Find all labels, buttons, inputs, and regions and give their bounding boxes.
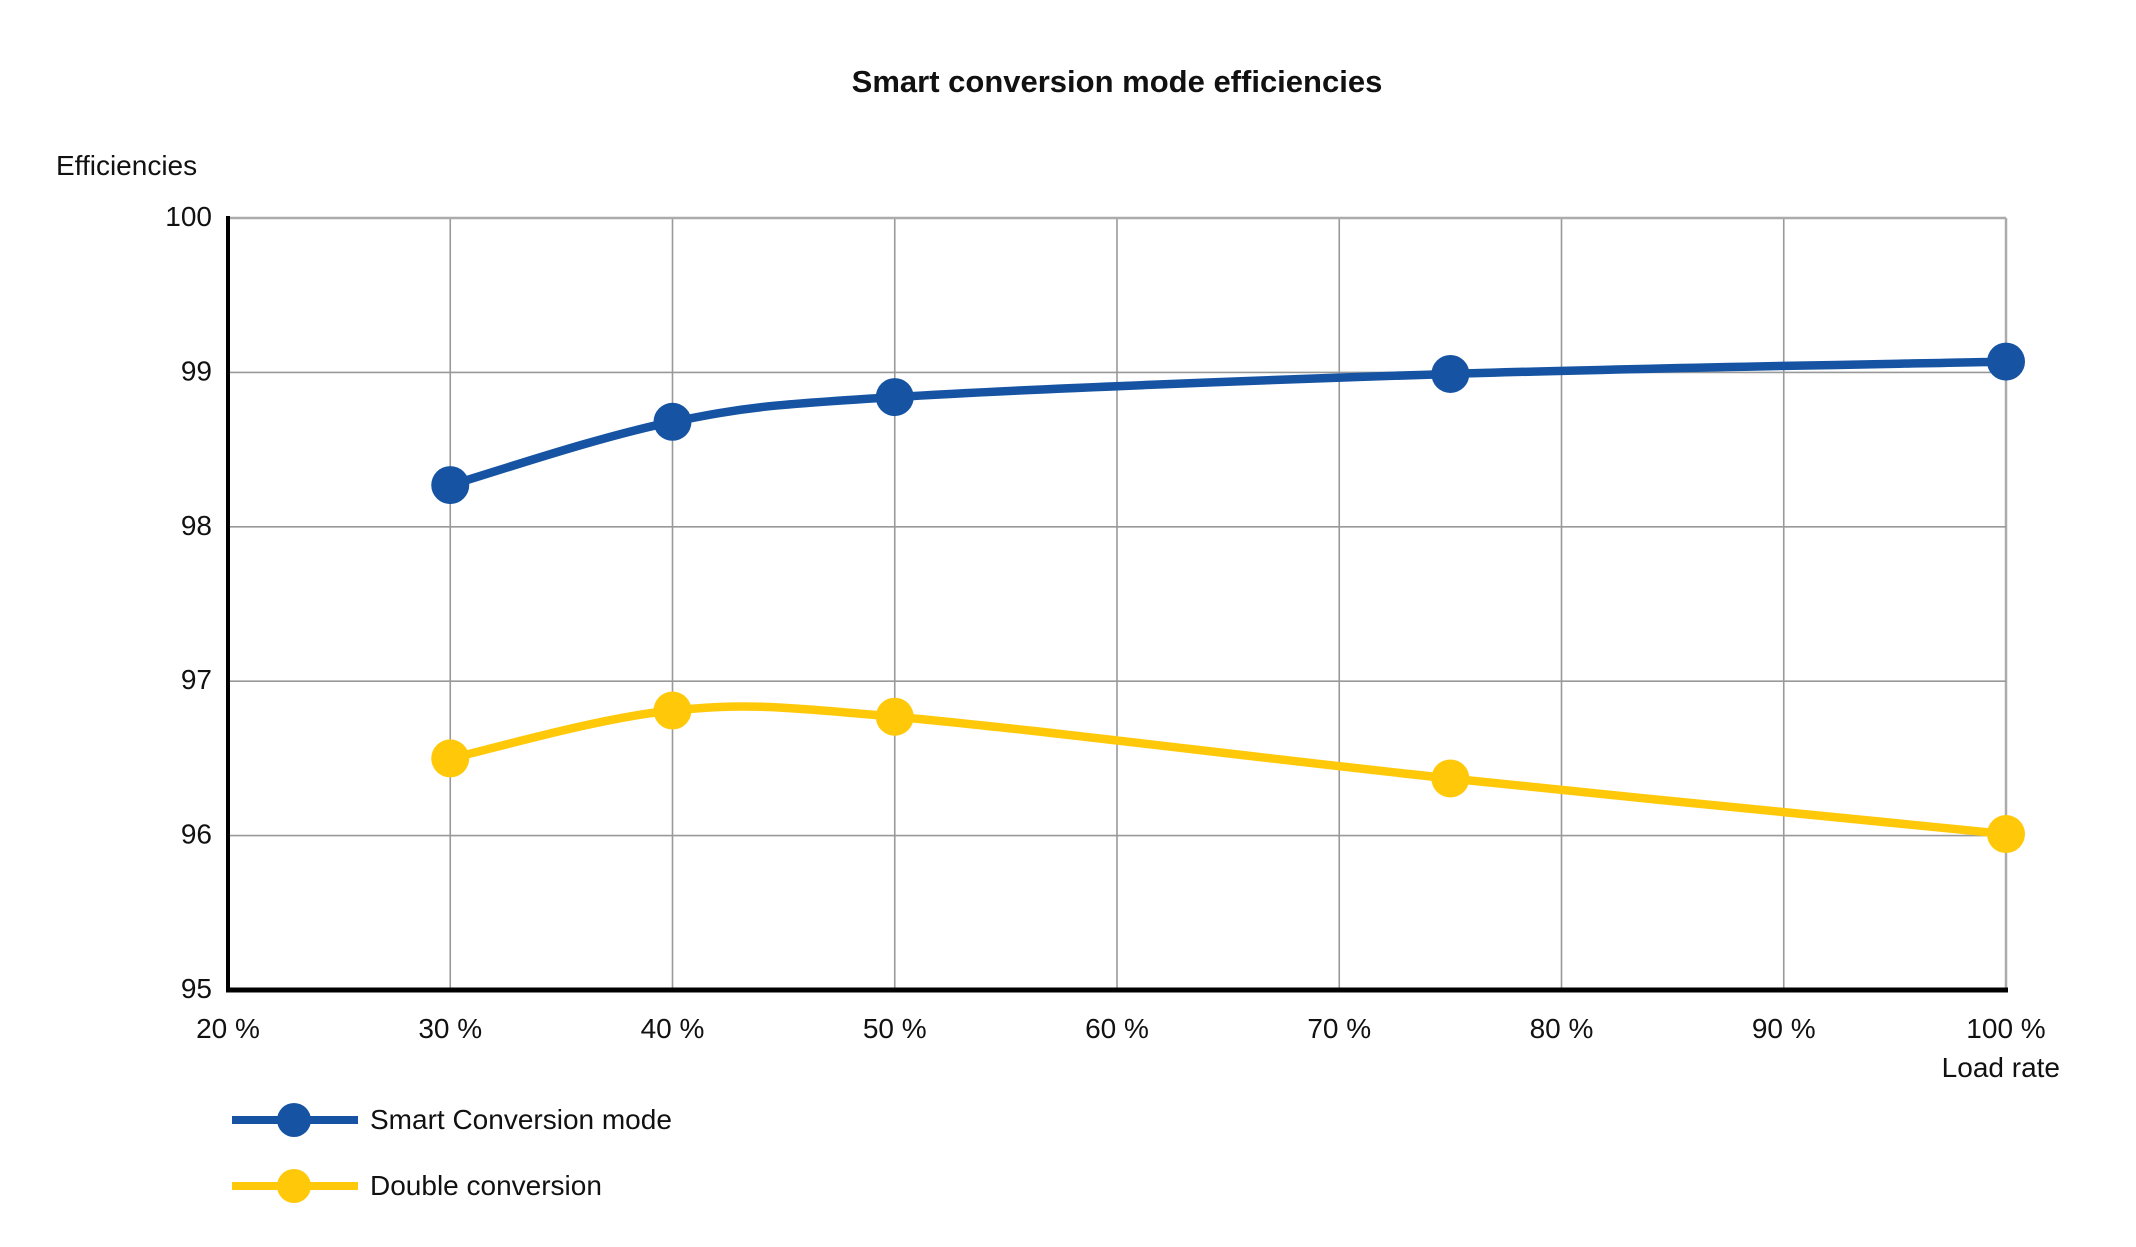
x-tick-label-80: 80 % [1530, 1013, 1594, 1044]
x-tick-label-60: 60 % [1085, 1013, 1149, 1044]
legend-marker-smart-conversion-mode [232, 1103, 358, 1137]
legend-label: Smart Conversion mode [370, 1104, 672, 1135]
data-point-smart-conversion-mode-40 [653, 402, 692, 441]
legend-item-smart-conversion-mode: Smart Conversion mode [230, 1100, 672, 1140]
y-tick-label-97: 97 [181, 664, 212, 695]
data-point-smart-conversion-mode-75 [1431, 354, 1470, 393]
data-point-double-conversion-40 [653, 691, 692, 730]
x-tick-label-30: 30 % [418, 1013, 482, 1044]
chart-title: Smart conversion mode efficiencies [851, 64, 1383, 99]
data-point-smart-conversion-mode-100 [1987, 342, 2025, 381]
data-point-double-conversion-75 [1431, 759, 1470, 798]
data-point-smart-conversion-mode-30 [431, 466, 470, 505]
legend-marker-double-conversion [232, 1169, 358, 1203]
y-axis-title: Efficiencies [56, 150, 198, 181]
y-tick-label-95: 95 [181, 973, 212, 1004]
x-tick-label-70: 70 % [1307, 1013, 1371, 1044]
data-point-double-conversion-30 [431, 739, 470, 778]
y-tick-label-99: 99 [181, 355, 212, 386]
x-tick-label-20: 20 % [196, 1013, 260, 1044]
x-tick-label-100: 100 % [1966, 1013, 2045, 1044]
data-point-smart-conversion-mode-50 [875, 378, 914, 417]
x-axis-title: Load rate [1941, 1052, 2060, 1083]
series-line-double-conversion [446, 702, 2011, 839]
axes [226, 216, 2008, 993]
tick-labels: 20 % 30 % 40 % 50 % 60 % 70 % 80 % 90 % 100 % 95 9… [165, 201, 2045, 1044]
legend-dot [277, 1103, 311, 1137]
gridlines [228, 216, 2008, 990]
legend-dot [277, 1169, 311, 1203]
x-tick-label-50: 50 % [863, 1013, 927, 1044]
x-tick-label-40: 40 % [641, 1013, 705, 1044]
legend: Smart Conversion mode Double conversion [230, 1100, 672, 1232]
data-point-double-conversion-100 [1987, 815, 2025, 854]
series-line-smart-conversion-mode [446, 357, 2011, 490]
x-tick-label-90: 90 % [1752, 1013, 1816, 1044]
y-tick-label-98: 98 [181, 510, 212, 541]
data-point-double-conversion-50 [875, 697, 914, 736]
y-tick-label-96: 96 [181, 819, 212, 850]
y-tick-label-100: 100 [165, 201, 212, 232]
legend-label: Double conversion [370, 1170, 602, 1201]
legend-item-double-conversion: Double conversion [230, 1166, 672, 1206]
series-lines [431, 342, 2025, 854]
